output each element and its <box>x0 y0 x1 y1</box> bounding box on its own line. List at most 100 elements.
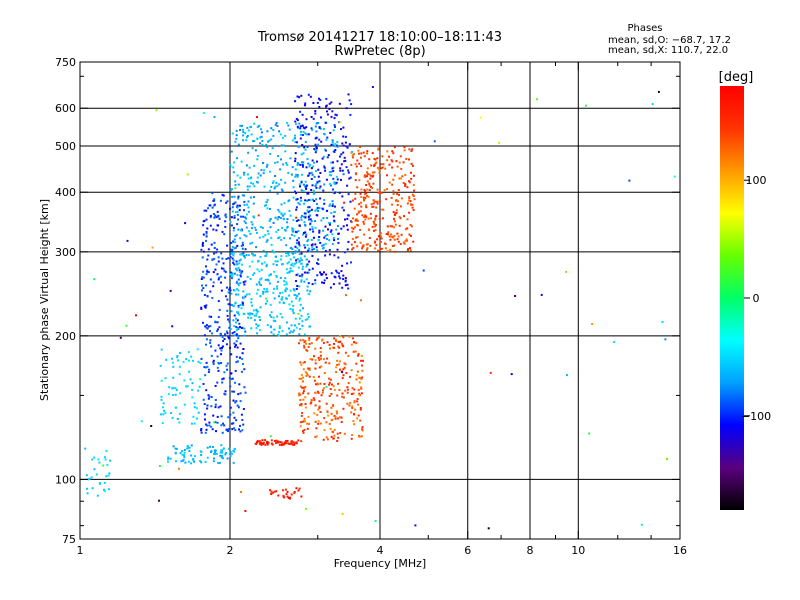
data-point <box>372 220 375 223</box>
data-point <box>405 157 408 160</box>
data-point <box>318 366 321 369</box>
data-point <box>259 226 262 228</box>
data-point <box>231 195 234 198</box>
data-point <box>340 416 343 419</box>
data-point <box>281 291 284 294</box>
data-point <box>223 338 226 340</box>
data-point <box>237 228 240 231</box>
data-point <box>236 328 239 330</box>
data-point <box>237 306 240 309</box>
data-point <box>328 174 331 176</box>
data-point <box>251 223 254 226</box>
data-point <box>256 158 259 161</box>
data-point <box>190 444 193 447</box>
data-point <box>315 435 318 438</box>
data-point <box>275 255 277 258</box>
data-point <box>341 195 344 198</box>
data-point <box>220 267 223 270</box>
data-point <box>289 214 292 217</box>
data-point <box>342 225 345 228</box>
data-point <box>333 181 336 184</box>
data-point <box>403 149 406 152</box>
data-point <box>243 220 246 223</box>
data-point <box>374 240 377 243</box>
data-point <box>344 363 347 366</box>
y-tick-label: 400 <box>55 186 76 199</box>
data-point <box>231 377 234 380</box>
data-point <box>295 442 298 445</box>
data-point <box>162 406 164 409</box>
data-point <box>487 527 490 530</box>
data-point <box>236 319 239 322</box>
data-point <box>298 377 301 380</box>
data-point <box>392 192 395 195</box>
data-point <box>353 401 356 404</box>
data-point <box>216 210 219 213</box>
data-point <box>302 233 305 236</box>
data-point <box>278 325 281 328</box>
data-point <box>331 141 334 144</box>
data-point <box>307 162 310 165</box>
data-point <box>352 217 354 220</box>
data-point <box>252 253 255 256</box>
data-point <box>311 248 314 251</box>
data-point <box>243 327 246 330</box>
data-point <box>158 499 160 502</box>
data-point <box>243 200 246 203</box>
data-point <box>326 233 329 236</box>
data-point <box>330 101 333 104</box>
data-point <box>311 283 314 286</box>
data-point <box>219 454 222 457</box>
data-point <box>306 285 309 288</box>
data-point <box>302 152 305 155</box>
data-point <box>331 203 334 206</box>
data-point <box>212 460 215 463</box>
data-point <box>295 173 298 176</box>
data-point <box>200 431 203 434</box>
data-point <box>664 338 667 341</box>
data-point <box>302 130 305 133</box>
data-point <box>361 369 364 372</box>
data-point <box>290 252 293 255</box>
data-point <box>373 229 375 232</box>
data-point <box>305 507 308 510</box>
data-point <box>234 321 237 324</box>
data-point <box>332 161 334 164</box>
data-point <box>232 229 235 232</box>
data-point <box>203 334 206 337</box>
data-point <box>285 244 288 247</box>
y-axis-label: Stationary phase Virtual Height [km] <box>38 199 51 401</box>
grid-lines <box>80 62 680 539</box>
data-point <box>356 186 359 189</box>
data-point <box>343 362 346 365</box>
data-point <box>336 248 339 251</box>
data-point <box>265 165 268 168</box>
data-point <box>384 167 387 170</box>
data-point <box>343 160 346 163</box>
data-point <box>377 191 380 194</box>
data-point <box>243 171 246 174</box>
data-point <box>232 252 235 254</box>
data-point <box>220 424 223 427</box>
data-point <box>351 248 354 251</box>
data-point <box>93 278 96 281</box>
data-point <box>376 202 379 205</box>
data-point <box>322 128 325 131</box>
data-point <box>215 263 218 266</box>
data-point <box>376 200 379 203</box>
data-point <box>241 247 244 250</box>
data-point <box>260 443 263 446</box>
data-point <box>301 320 304 323</box>
data-point <box>350 163 353 166</box>
data-point <box>229 163 232 166</box>
data-point <box>211 192 214 195</box>
data-point <box>355 165 358 168</box>
data-point <box>213 247 216 249</box>
data-point <box>351 407 354 409</box>
data-point <box>433 140 436 143</box>
data-point <box>299 127 302 130</box>
data-point <box>280 255 283 258</box>
data-point <box>274 161 277 164</box>
data-point <box>324 234 327 237</box>
data-point <box>155 109 158 112</box>
